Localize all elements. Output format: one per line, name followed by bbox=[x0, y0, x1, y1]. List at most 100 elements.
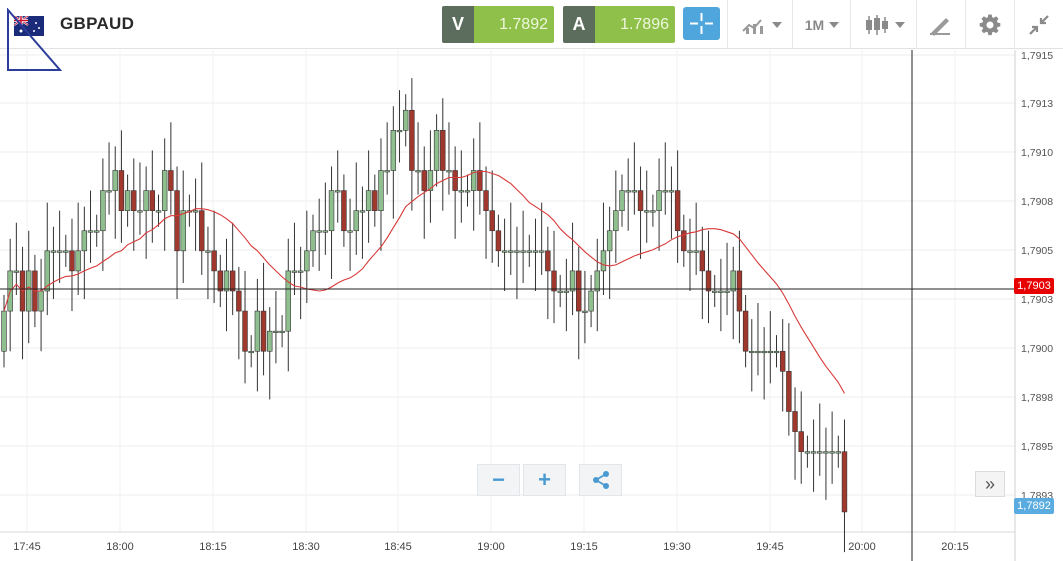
candle-body bbox=[421, 170, 427, 191]
x-axis-tick-label: 18:30 bbox=[292, 541, 320, 553]
candle-body bbox=[137, 210, 143, 213]
share-icon bbox=[592, 471, 609, 489]
moving-average-line bbox=[3, 170, 845, 394]
candle-body bbox=[718, 290, 724, 293]
candle-body bbox=[742, 310, 749, 352]
candle-body bbox=[532, 250, 539, 253]
crosshair-button[interactable] bbox=[683, 7, 720, 40]
candle-body bbox=[841, 451, 848, 513]
scroll-to-latest-button[interactable]: » bbox=[975, 471, 1005, 497]
settings-button[interactable] bbox=[967, 0, 1012, 49]
candle-body bbox=[180, 210, 186, 252]
candle-body bbox=[458, 190, 465, 193]
y-axis-tick-label: 1,7913 bbox=[1021, 98, 1053, 110]
candle-body bbox=[94, 230, 100, 233]
chevron-down-icon bbox=[894, 21, 905, 28]
candle-body bbox=[155, 210, 162, 213]
candle-body bbox=[100, 190, 106, 232]
candle-body bbox=[440, 130, 446, 171]
buy-price-button[interactable]: A 1.7896 bbox=[563, 6, 675, 43]
collapse-button[interactable] bbox=[1018, 0, 1060, 49]
chart-type-icon bbox=[741, 18, 763, 34]
sell-price-button[interactable]: V 1.7892 bbox=[442, 6, 554, 43]
timeframe-selector[interactable]: 1M bbox=[796, 0, 848, 49]
zoom-controls: − + bbox=[477, 464, 622, 496]
sell-label: V bbox=[442, 6, 474, 43]
x-axis-tick-label: 18:00 bbox=[106, 541, 134, 553]
candle-body bbox=[829, 451, 835, 454]
candle-body bbox=[705, 270, 712, 292]
candle-body bbox=[576, 270, 582, 312]
candle-body bbox=[402, 109, 409, 131]
candle-body bbox=[687, 250, 693, 253]
candle-body bbox=[260, 310, 267, 352]
candle-body bbox=[606, 230, 613, 252]
candle-body bbox=[736, 270, 743, 312]
candle-body bbox=[131, 190, 137, 211]
candle-body bbox=[149, 190, 156, 211]
candle-body bbox=[328, 190, 335, 232]
x-axis-tick-label: 19:15 bbox=[570, 541, 598, 553]
x-axis-tick-label: 17:45 bbox=[13, 541, 41, 553]
candle-body bbox=[464, 190, 471, 193]
candle-body bbox=[501, 250, 508, 253]
candle-body bbox=[124, 190, 131, 211]
candle-body bbox=[236, 290, 242, 312]
candle-body bbox=[63, 250, 69, 253]
candle-body bbox=[44, 250, 50, 292]
zoom-out-button[interactable]: − bbox=[477, 464, 520, 496]
candle-body bbox=[161, 170, 168, 211]
candlestick-icon bbox=[865, 14, 888, 35]
y-axis-tick-label: 1,7910 bbox=[1021, 147, 1053, 159]
candle-body bbox=[87, 230, 94, 233]
timeframe-label: 1M bbox=[804, 16, 825, 33]
candle-body bbox=[749, 350, 755, 354]
candle-body bbox=[26, 270, 32, 312]
candlestick-type-button[interactable] bbox=[854, 0, 914, 49]
candle-body bbox=[644, 210, 650, 213]
candle-body bbox=[69, 250, 75, 272]
x-axis-tick-label: 19:00 bbox=[477, 541, 505, 553]
crosshair-icon bbox=[690, 13, 713, 34]
sell-price: 1.7892 bbox=[474, 6, 554, 43]
candle-body bbox=[563, 290, 570, 293]
candle-body bbox=[786, 371, 792, 412]
candle-body bbox=[341, 190, 347, 232]
candle-body bbox=[470, 170, 477, 191]
candle-body bbox=[711, 290, 718, 293]
y-axis-tick-label: 1,7895 bbox=[1021, 441, 1053, 453]
candle-body bbox=[730, 270, 736, 292]
share-button[interactable] bbox=[579, 464, 622, 496]
candle-body bbox=[631, 190, 638, 193]
candle-body bbox=[384, 170, 390, 173]
chart-type-button[interactable] bbox=[732, 0, 790, 49]
candle-body bbox=[322, 230, 329, 233]
candle-body bbox=[211, 250, 217, 272]
y-axis-tick-label: 1,7903 bbox=[1021, 294, 1053, 306]
candle-body bbox=[143, 190, 149, 211]
candle-body bbox=[804, 451, 811, 454]
candle-body bbox=[297, 270, 304, 273]
x-axis-tick-label: 19:45 bbox=[756, 541, 784, 553]
candle-body bbox=[254, 310, 261, 352]
draw-button[interactable] bbox=[918, 0, 962, 49]
candle-body bbox=[693, 250, 699, 253]
candle-body bbox=[526, 250, 533, 253]
toolbar-separator bbox=[965, 0, 966, 49]
candle-body bbox=[433, 130, 440, 171]
candle-body bbox=[81, 230, 88, 252]
y-axis-tick-label: 1,7915 bbox=[1021, 50, 1053, 62]
candle-body bbox=[724, 290, 730, 293]
candle-body bbox=[538, 250, 545, 253]
candle-body bbox=[810, 451, 817, 454]
candle-body bbox=[229, 270, 236, 292]
x-axis-tick-label: 18:45 bbox=[384, 541, 412, 553]
draw-pencil-icon bbox=[930, 17, 950, 36]
zoom-in-button[interactable]: + bbox=[523, 464, 566, 496]
candle-body bbox=[545, 250, 551, 272]
candle-body bbox=[427, 170, 434, 191]
candle-body bbox=[415, 170, 421, 173]
candle-body bbox=[310, 230, 316, 252]
candle-body bbox=[668, 190, 675, 193]
